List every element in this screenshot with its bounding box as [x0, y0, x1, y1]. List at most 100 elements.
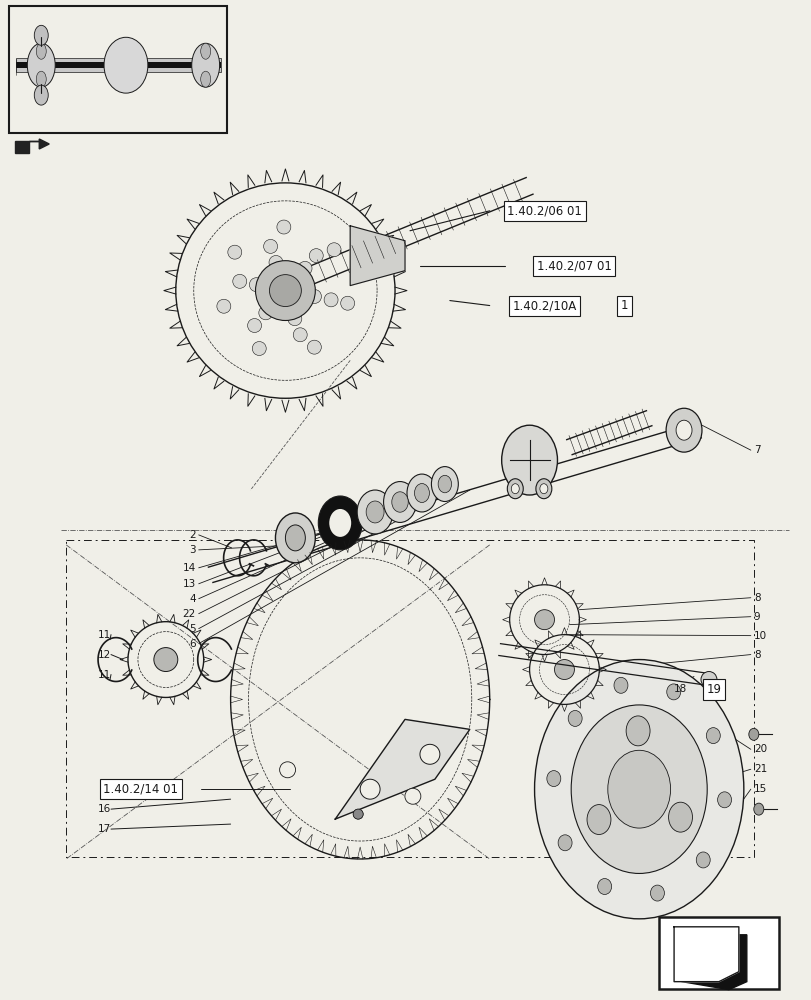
Ellipse shape [293, 328, 307, 342]
Ellipse shape [269, 275, 301, 307]
Bar [13, 136, 58, 154]
Text: 21: 21 [753, 764, 766, 774]
Ellipse shape [249, 278, 263, 292]
Text: 17: 17 [97, 824, 111, 834]
Ellipse shape [217, 299, 230, 313]
Ellipse shape [104, 37, 148, 93]
Text: 19: 19 [706, 683, 720, 696]
Ellipse shape [279, 762, 295, 778]
Ellipse shape [34, 25, 48, 45]
Text: 14: 14 [182, 563, 195, 573]
Text: 3: 3 [189, 545, 195, 555]
Ellipse shape [419, 744, 440, 764]
Ellipse shape [341, 296, 354, 310]
Text: 12: 12 [97, 650, 111, 660]
Ellipse shape [288, 312, 302, 326]
Polygon shape [39, 139, 49, 149]
Ellipse shape [264, 239, 277, 253]
Text: 1.40.2/06 01: 1.40.2/06 01 [506, 204, 581, 217]
Text: 8: 8 [753, 593, 759, 603]
Ellipse shape [753, 803, 763, 815]
Polygon shape [681, 935, 746, 990]
Ellipse shape [228, 245, 242, 259]
Text: 11: 11 [97, 630, 111, 640]
Ellipse shape [285, 525, 305, 551]
Ellipse shape [511, 484, 518, 494]
Ellipse shape [277, 220, 290, 234]
Ellipse shape [247, 319, 261, 333]
Ellipse shape [252, 342, 266, 355]
Polygon shape [350, 226, 405, 286]
Bar [16, 62, 221, 68]
Ellipse shape [255, 261, 315, 320]
Ellipse shape [357, 490, 393, 534]
Ellipse shape [360, 779, 380, 799]
Ellipse shape [200, 71, 210, 87]
Ellipse shape [153, 648, 178, 672]
Ellipse shape [36, 43, 46, 59]
Text: 15: 15 [753, 784, 766, 794]
Ellipse shape [557, 835, 572, 851]
Ellipse shape [667, 802, 692, 832]
Ellipse shape [406, 474, 436, 512]
Ellipse shape [676, 420, 691, 440]
Text: 2: 2 [189, 530, 195, 540]
Ellipse shape [586, 805, 610, 835]
Text: 1.40.2/10A: 1.40.2/10A [512, 299, 576, 312]
Ellipse shape [539, 484, 547, 494]
Ellipse shape [438, 475, 451, 493]
Ellipse shape [700, 672, 716, 687]
Text: 1.40.2/07 01: 1.40.2/07 01 [536, 259, 611, 272]
Text: 1: 1 [620, 299, 627, 312]
Text: 4: 4 [189, 594, 195, 604]
Ellipse shape [353, 809, 363, 819]
Text: 9: 9 [753, 612, 759, 622]
Ellipse shape [748, 728, 757, 740]
Ellipse shape [666, 684, 680, 700]
Ellipse shape [625, 716, 650, 746]
Text: 13: 13 [182, 579, 195, 589]
Ellipse shape [597, 879, 611, 894]
Ellipse shape [175, 183, 394, 398]
Ellipse shape [200, 43, 210, 59]
Ellipse shape [501, 425, 557, 495]
Ellipse shape [717, 792, 731, 808]
Ellipse shape [298, 261, 311, 275]
Text: 22: 22 [182, 609, 195, 619]
Ellipse shape [353, 809, 363, 819]
Polygon shape [15, 141, 39, 153]
Ellipse shape [383, 482, 416, 522]
Ellipse shape [534, 660, 743, 919]
Ellipse shape [34, 85, 48, 105]
Ellipse shape [706, 728, 719, 744]
Ellipse shape [307, 340, 321, 354]
Ellipse shape [650, 885, 663, 901]
Ellipse shape [36, 71, 46, 87]
Ellipse shape [268, 255, 282, 269]
Text: 11: 11 [97, 670, 111, 680]
Ellipse shape [392, 492, 408, 512]
Ellipse shape [554, 660, 573, 680]
Text: 16: 16 [97, 804, 111, 814]
Ellipse shape [307, 289, 321, 303]
Text: 7: 7 [753, 445, 759, 455]
Ellipse shape [665, 408, 702, 452]
Ellipse shape [546, 771, 560, 787]
Ellipse shape [309, 249, 323, 263]
Ellipse shape [259, 306, 272, 320]
Text: 10: 10 [753, 631, 766, 641]
Ellipse shape [28, 43, 55, 87]
Ellipse shape [535, 479, 551, 499]
Text: 8: 8 [753, 650, 759, 660]
Ellipse shape [570, 705, 706, 873]
Ellipse shape [405, 788, 420, 804]
Ellipse shape [607, 750, 670, 828]
Bar [659, 917, 778, 989]
Text: 5: 5 [189, 624, 195, 634]
Polygon shape [335, 719, 470, 819]
Ellipse shape [328, 509, 350, 537]
Ellipse shape [568, 710, 581, 726]
Text: 20: 20 [753, 744, 766, 754]
Bar [16, 58, 221, 72]
Text: 18: 18 [673, 684, 686, 694]
